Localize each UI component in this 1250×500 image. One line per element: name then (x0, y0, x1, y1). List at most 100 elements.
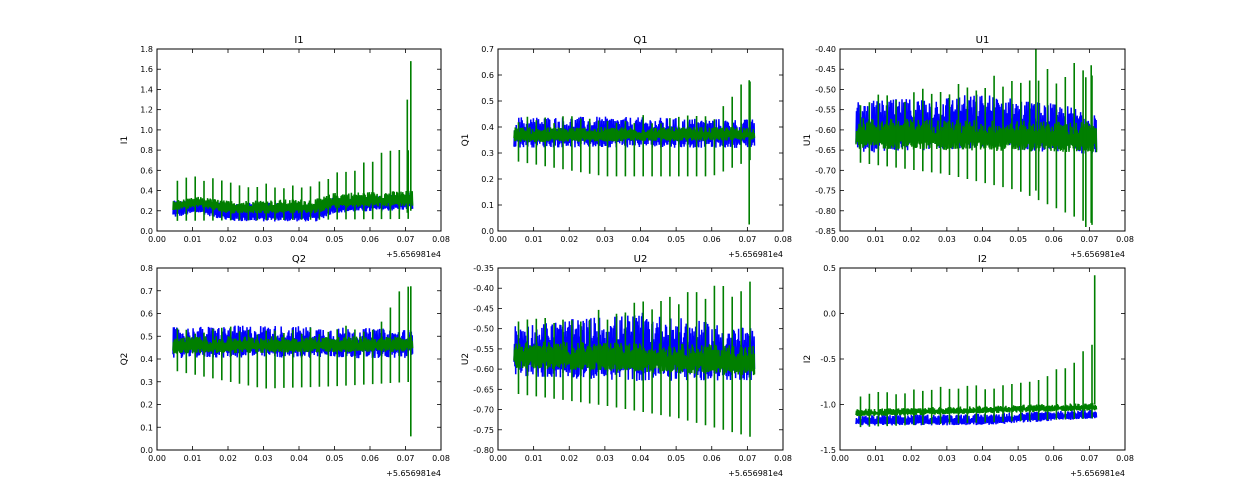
y-tick-label: 0.8 (140, 264, 153, 273)
x-tick-label: 0.07 (1080, 235, 1098, 244)
y-tick-label: -0.65 (473, 385, 494, 394)
x-offset-label: +5.656981e4 (1070, 250, 1125, 259)
y-tick-label: 0.7 (481, 45, 494, 54)
x-offset-label: +5.656981e4 (386, 250, 441, 259)
x-tick-label: 0.07 (1080, 454, 1098, 463)
y-tick-label: -0.45 (473, 304, 494, 313)
y-axis-label: U2 (461, 353, 471, 365)
subplot-u2: 0.00 0.01 0.02 0.03 0.04 0.05 0.06 0.07 0.08 -0.8… (461, 254, 792, 478)
x-tick-label: 0.00 (831, 235, 849, 244)
x-tick-label: 0.01 (867, 235, 885, 244)
y-tick-label: 0.6 (481, 71, 494, 80)
x-tick-label: 0.04 (290, 235, 308, 244)
plot-area (172, 61, 414, 222)
y-tick-label: 0.2 (140, 401, 153, 410)
y-tick-label: -0.40 (815, 45, 836, 54)
y-axis-label: U1 (803, 134, 813, 146)
y-tick-label: 0.2 (140, 207, 153, 216)
y-tick-label: -0.40 (473, 284, 494, 293)
x-tick-label: 0.07 (738, 454, 756, 463)
subplot-title: U2 (634, 254, 648, 265)
y-tick-label: 0.0 (140, 446, 153, 455)
x-tick-label: 0.01 (184, 454, 202, 463)
y-tick-label: -0.70 (473, 406, 494, 415)
y-tick-label: -0.75 (473, 426, 494, 435)
y-tick-label: 0.3 (481, 149, 494, 158)
y-tick-label: -0.80 (815, 207, 836, 216)
y-tick-label: 1.6 (140, 65, 153, 74)
x-tick-label: 0.08 (1116, 454, 1134, 463)
series-spikes-1 (176, 286, 412, 437)
y-tick-label: 0.4 (140, 355, 153, 364)
subplot-title: I1 (294, 35, 303, 46)
y-tick-label: -0.45 (815, 65, 836, 74)
y-tick-label: 0.1 (140, 423, 153, 432)
x-tick-label: 0.05 (667, 454, 685, 463)
y-tick-label: 0.5 (481, 97, 494, 106)
x-tick-label: 0.05 (326, 454, 344, 463)
subplot-title: U1 (976, 35, 990, 46)
series-spikes-1 (176, 61, 412, 221)
y-tick-label: 0.8 (140, 146, 153, 155)
subplot-u1: 0.00 0.01 0.02 0.03 0.04 0.05 0.06 0.07 0.08 -0.8… (803, 35, 1134, 259)
axes-frame (156, 267, 442, 451)
x-tick-label: 0.02 (560, 235, 578, 244)
x-tick-label: 0.06 (361, 235, 379, 244)
x-tick-label: 0.02 (560, 454, 578, 463)
y-axis-label: Q2 (120, 353, 130, 366)
subplot-i2: 0.00 0.01 0.02 0.03 0.04 0.05 0.06 0.07 0.08 -1.5… (803, 254, 1134, 478)
plot-area (855, 275, 1098, 428)
subplot-title: Q2 (292, 254, 306, 265)
x-tick-label: 0.02 (902, 235, 920, 244)
x-tick-label: 0.08 (774, 235, 792, 244)
y-tick-label: 0.0 (140, 227, 153, 236)
y-tick-label: -1.5 (820, 446, 836, 455)
y-tick-label: 0.0 (481, 227, 494, 236)
y-tick-label: 0.2 (481, 175, 494, 184)
plot-area (172, 286, 414, 437)
series-spikes-1 (859, 275, 1096, 428)
x-tick-label: 0.01 (525, 235, 543, 244)
x-tick-label: 0.08 (432, 454, 450, 463)
y-tick-label: 0.5 (140, 332, 153, 341)
y-tick-label: -1.0 (820, 401, 836, 410)
subplot-title: Q1 (633, 35, 647, 46)
y-tick-label: 1.2 (140, 106, 153, 115)
y-tick-label: -0.55 (473, 345, 494, 354)
y-tick-label: -0.60 (815, 126, 836, 135)
x-tick-label: 0.06 (703, 454, 721, 463)
x-tick-label: 0.02 (902, 454, 920, 463)
y-tick-label: -0.70 (815, 166, 836, 175)
subplot-title: I2 (978, 254, 987, 265)
y-tick-label: 0.1 (481, 201, 494, 210)
x-tick-label: 0.03 (596, 454, 614, 463)
x-tick-label: 0.00 (148, 454, 166, 463)
plot-area (513, 80, 756, 225)
series-spikes-1 (859, 49, 1093, 227)
x-tick-label: 0.07 (397, 454, 415, 463)
x-tick-label: 0.03 (255, 454, 273, 463)
y-tick-label: 0.4 (140, 187, 153, 196)
y-tick-label: 0.0 (823, 310, 836, 319)
x-tick-label: 0.05 (1009, 235, 1027, 244)
x-tick-label: 0.03 (596, 235, 614, 244)
y-tick-label: 0.4 (481, 123, 494, 132)
x-tick-label: 0.01 (184, 235, 202, 244)
x-tick-label: 0.02 (219, 235, 237, 244)
subplot-q1: 0.00 0.01 0.02 0.03 0.04 0.05 0.06 0.07 0.08 0.0 0… (461, 35, 792, 259)
series-spikes-1 (517, 281, 751, 437)
x-tick-label: 0.05 (667, 235, 685, 244)
x-tick-label: 0.04 (632, 235, 650, 244)
x-tick-label: 0.04 (632, 454, 650, 463)
x-offset-label: +5.656981e4 (728, 469, 783, 478)
subplot-q2: 0.00 0.01 0.02 0.03 0.04 0.05 0.06 0.07 0.08 0.0 0… (120, 254, 450, 478)
y-tick-label: 0.3 (140, 378, 153, 387)
y-tick-label: -0.35 (473, 264, 494, 273)
y-tick-label: -0.50 (815, 85, 836, 94)
x-offset-label: +5.656981e4 (728, 250, 783, 259)
x-tick-label: 0.01 (525, 454, 543, 463)
x-tick-label: 0.07 (738, 235, 756, 244)
x-tick-label: 0.06 (361, 454, 379, 463)
x-tick-label: 0.03 (255, 235, 273, 244)
